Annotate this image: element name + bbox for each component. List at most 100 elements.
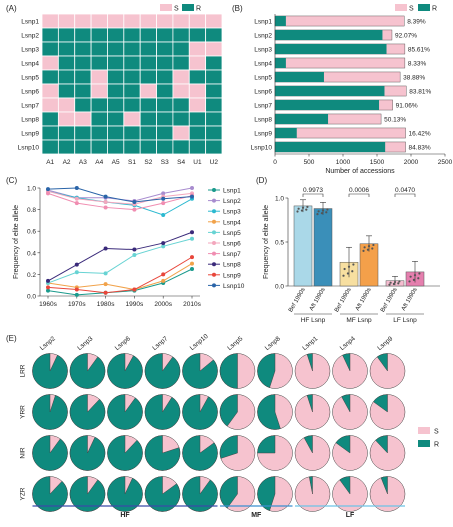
- series-point-lsnp4: [190, 261, 194, 266]
- y-tick-label: 0.6: [27, 229, 36, 236]
- bar-category-label: Lsnp3: [254, 47, 272, 54]
- series-line-lsnp7: [47, 192, 193, 211]
- series-line-lsnp4: [47, 263, 193, 291]
- pie-r-slice: [107, 476, 143, 512]
- legend-marker: [212, 272, 216, 277]
- heatmap-cell: [90, 27, 108, 43]
- y-tick-label: 0.4: [27, 250, 36, 257]
- data-point: [316, 213, 319, 216]
- heatmap-cell: [188, 83, 207, 99]
- data-point: [306, 205, 309, 208]
- series-line-lsnp3: [47, 190, 193, 216]
- bar-s-segment: [274, 15, 405, 27]
- heatmap-cell: [107, 111, 125, 127]
- data-point: [351, 270, 354, 273]
- series-point-lsnp7: [103, 205, 108, 210]
- pie-column-label: Lsnp5: [226, 335, 244, 352]
- pie-r-slice: [182, 435, 218, 471]
- legend-s-label: S: [174, 6, 179, 13]
- series-point-lsnp5: [74, 270, 79, 275]
- heatmap-cell: [156, 55, 174, 71]
- data-point: [296, 210, 299, 213]
- group-label-hf: HF: [120, 512, 130, 519]
- legend-r-swatch: [418, 440, 430, 447]
- pie-r-slice: [69, 476, 106, 512]
- heatmap-cell: [57, 27, 76, 43]
- heatmap-cell: [90, 55, 108, 71]
- heatmap-cell: [74, 139, 92, 155]
- y-tick-label: 0.8: [27, 207, 36, 214]
- x-tick-label: Aft 1990s: [401, 287, 419, 312]
- pie-r-slice: [308, 476, 313, 495]
- heatmap-cell: [107, 55, 125, 71]
- legend-r-label: R: [432, 6, 437, 13]
- p-value-label: 0.0470: [395, 187, 415, 194]
- heatmap-cell: [139, 83, 157, 99]
- bar-r-segment: [275, 57, 286, 69]
- pie-r-slice: [107, 435, 143, 471]
- y-tick-label: 0.5: [275, 240, 284, 247]
- heatmap-cell: [123, 111, 141, 127]
- series-point-lsnp3: [161, 213, 166, 217]
- data-point: [408, 280, 411, 283]
- y-tick-label: 0.2: [27, 272, 36, 279]
- series-point-lsnp9: [103, 290, 108, 295]
- bar-r-segment: [275, 99, 380, 111]
- heatmap-cell: [139, 125, 157, 141]
- x-tick-label: 1500: [370, 159, 385, 166]
- series-point-lsnp8: [132, 247, 137, 252]
- panel-c: (C) 0.0 0.2 0.4 0.6 0.8 1.0 1960s 1970s 1980s 1990…: [6, 176, 245, 308]
- series-point-lsnp9: [161, 272, 166, 277]
- legend-series-label: Lsnp1: [223, 188, 241, 195]
- heatmap-cell: [41, 83, 59, 99]
- heatmap-col-label: A4: [95, 159, 103, 166]
- pie-r-slice: [219, 353, 238, 389]
- legend-series-label: Lsnp5: [223, 230, 241, 237]
- heatmap-cell: [156, 139, 174, 155]
- legend-series-label: Lsnp6: [223, 241, 241, 248]
- data-point: [371, 247, 374, 250]
- bar: [313, 208, 333, 287]
- bar-percent-label: 91.06%: [396, 103, 418, 110]
- heatmap-col-label: U2: [210, 159, 219, 166]
- pie-r-slice: [219, 394, 238, 427]
- pie-row-label: YRR: [20, 405, 27, 419]
- data-point: [412, 278, 415, 281]
- bar-percent-label: 92.07%: [395, 33, 417, 40]
- heatmap-cell: [172, 139, 190, 155]
- pie-r-slice: [257, 353, 276, 388]
- heatmap-cell: [156, 97, 174, 113]
- bar-r-segment: [275, 43, 387, 55]
- heatmap-cell: [74, 111, 92, 127]
- panel-a: (A) S R Lsnp1 Lsnp2 Lsnp3 Lsnp4 Lsnp5 Lsnp6 Lsnp7…: [6, 4, 223, 166]
- legend-s-swatch: [160, 4, 172, 11]
- y-tick-label: 0.0: [27, 294, 36, 301]
- heatmap-cell: [188, 41, 207, 57]
- data-point: [418, 272, 421, 275]
- legend-r-label: R: [196, 6, 201, 13]
- pie-column-label: Lsnp2: [39, 335, 57, 352]
- series-line-lsnp9: [47, 256, 193, 294]
- heatmap-cell: [139, 69, 157, 85]
- heatmap-cell: [172, 27, 190, 43]
- series-point-lsnp1: [74, 292, 79, 297]
- legend-series-label: Lsnp8: [223, 262, 241, 269]
- heatmap-row-label: Lsnp8: [21, 117, 39, 124]
- x-tick-label: 2010s: [183, 301, 201, 308]
- heatmap-cell: [188, 13, 207, 29]
- series-point-lsnp5: [132, 252, 137, 257]
- panel-d: (D) 0.0 0.5 1.0 Frequency of elite allele Bef…: [256, 176, 440, 324]
- pie-r-slice: [107, 353, 143, 389]
- pie-r-slice: [69, 394, 106, 430]
- y-axis-title: Frequency of elite allele: [13, 205, 20, 279]
- bar-category-label: Lsnp1: [254, 19, 272, 26]
- pie-column-label: Lsnp1: [301, 335, 319, 352]
- pie-column-label: Lsnp6: [114, 335, 132, 352]
- bar-percent-label: 85.61%: [408, 47, 430, 54]
- panel-a-label: (A): [6, 4, 17, 13]
- series-point-lsnp10: [74, 186, 79, 190]
- legend-marker: [212, 209, 216, 214]
- x-tick-label: Bef 1990s: [334, 287, 353, 313]
- x-tick-label: 1970s: [68, 301, 86, 308]
